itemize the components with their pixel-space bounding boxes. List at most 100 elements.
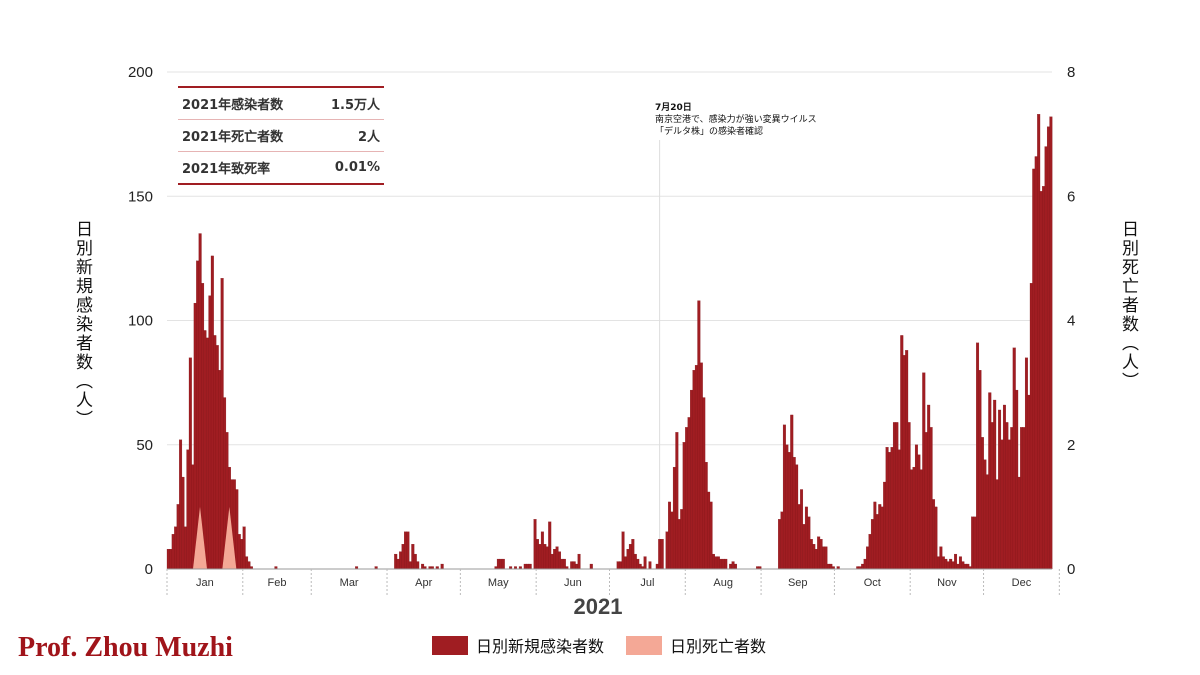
case-bar bbox=[910, 469, 914, 570]
legend-swatch-cases bbox=[432, 635, 468, 655]
case-bar bbox=[995, 479, 999, 570]
summary-label: 2021年感染者数 bbox=[182, 98, 284, 113]
case-bar bbox=[778, 519, 782, 570]
summary-label: 2021年致死率 bbox=[182, 162, 271, 177]
right-axis-title: 日別死亡者数（人） bbox=[1118, 220, 1138, 391]
case-bar bbox=[1000, 439, 1004, 570]
case-bar bbox=[1022, 427, 1026, 570]
month-label: Jun bbox=[564, 577, 582, 589]
case-bar bbox=[927, 404, 931, 570]
case-bar bbox=[631, 539, 635, 570]
case-bar bbox=[912, 466, 916, 570]
case-bar bbox=[690, 389, 693, 570]
case-bar bbox=[716, 556, 720, 570]
case-bar bbox=[699, 362, 703, 570]
case-bar bbox=[670, 511, 674, 570]
case-bar bbox=[675, 432, 679, 570]
x-axis-title: 2021 bbox=[574, 594, 623, 619]
case-bar bbox=[655, 563, 659, 570]
case-bar bbox=[176, 504, 180, 570]
summary-value: 0.01% bbox=[334, 160, 380, 175]
case-bar bbox=[897, 449, 901, 570]
month-label: Aug bbox=[713, 577, 733, 589]
case-bar bbox=[440, 563, 444, 570]
case-bar bbox=[697, 300, 701, 570]
case-bar bbox=[616, 561, 620, 570]
case-bar bbox=[174, 526, 178, 570]
case-bar bbox=[628, 544, 632, 570]
y-right-tick-label: 2 bbox=[1067, 437, 1075, 454]
case-bar bbox=[795, 464, 799, 570]
case-bar bbox=[800, 489, 804, 570]
case-bar bbox=[245, 556, 249, 570]
case-bar bbox=[210, 255, 214, 570]
legend-label-deaths: 日別死亡者数 bbox=[670, 637, 767, 656]
death-spikes bbox=[193, 506, 237, 569]
case-bar bbox=[709, 501, 713, 570]
case-bar bbox=[396, 558, 400, 570]
case-bar bbox=[895, 422, 899, 570]
month-label: Dec bbox=[1012, 577, 1032, 589]
case-bar bbox=[1046, 126, 1050, 570]
month-label: Oct bbox=[864, 577, 881, 589]
case-bar bbox=[213, 335, 217, 570]
case-bar bbox=[966, 563, 970, 570]
case-bar bbox=[905, 350, 909, 570]
case-bar bbox=[961, 561, 965, 570]
case-bar bbox=[963, 563, 967, 570]
case-bar bbox=[247, 561, 251, 570]
case-bar bbox=[941, 556, 945, 570]
case-bar bbox=[919, 469, 923, 570]
case-bar bbox=[550, 553, 554, 570]
case-bar bbox=[496, 558, 500, 570]
case-bar bbox=[724, 558, 728, 570]
y-right-tick-label: 0 bbox=[1067, 561, 1075, 578]
case-bar bbox=[1017, 476, 1021, 570]
case-bar bbox=[240, 539, 244, 570]
axes: 0 50 100 150 200 0 2 4 6 8 Jan Feb Mar Apr May Jun Jul Au… bbox=[128, 64, 1075, 595]
month-label: Apr bbox=[415, 577, 432, 589]
case-bar bbox=[694, 365, 698, 570]
case-bar bbox=[980, 437, 984, 570]
case-bar bbox=[636, 558, 640, 570]
case-bar bbox=[401, 544, 405, 570]
case-bar bbox=[553, 548, 557, 570]
case-bar bbox=[907, 422, 911, 570]
case-bar bbox=[985, 474, 989, 570]
annotation-line-2: 「デルタ株」の感染者確認 bbox=[655, 127, 764, 137]
case-bar bbox=[875, 514, 879, 570]
case-bar bbox=[526, 563, 530, 570]
case-bar bbox=[543, 544, 547, 570]
case-bar bbox=[951, 561, 955, 570]
y-right-tick-label: 8 bbox=[1067, 64, 1075, 81]
summary-table: 2021年感染者数 1.5万人 2021年死亡者数 2人 2021年致死率 0.… bbox=[178, 86, 384, 185]
case-bar bbox=[804, 506, 808, 570]
case-bar bbox=[183, 526, 187, 570]
case-bar bbox=[619, 561, 623, 570]
case-bar bbox=[399, 551, 403, 570]
case-bar bbox=[572, 561, 576, 570]
case-bar bbox=[1015, 389, 1019, 570]
case-bar bbox=[929, 427, 933, 570]
case-bar bbox=[924, 432, 928, 570]
case-bar bbox=[973, 516, 977, 570]
case-bar bbox=[812, 544, 816, 570]
case-bar bbox=[790, 414, 794, 570]
case-bar bbox=[193, 302, 197, 570]
case-bar bbox=[1005, 422, 1009, 570]
case-bar bbox=[1010, 427, 1014, 570]
case-bar bbox=[577, 553, 581, 570]
case-bar bbox=[922, 372, 926, 570]
case-bar bbox=[1029, 283, 1033, 570]
case-bar bbox=[731, 561, 735, 570]
case-bar bbox=[914, 444, 918, 570]
case-bar bbox=[677, 519, 681, 570]
case-bar bbox=[570, 561, 574, 570]
case-bar bbox=[171, 534, 175, 570]
case-bar bbox=[181, 476, 185, 570]
case-bar bbox=[863, 558, 867, 570]
case-bar bbox=[900, 335, 904, 570]
case-bar bbox=[1027, 394, 1031, 570]
case-bar bbox=[1042, 186, 1046, 570]
